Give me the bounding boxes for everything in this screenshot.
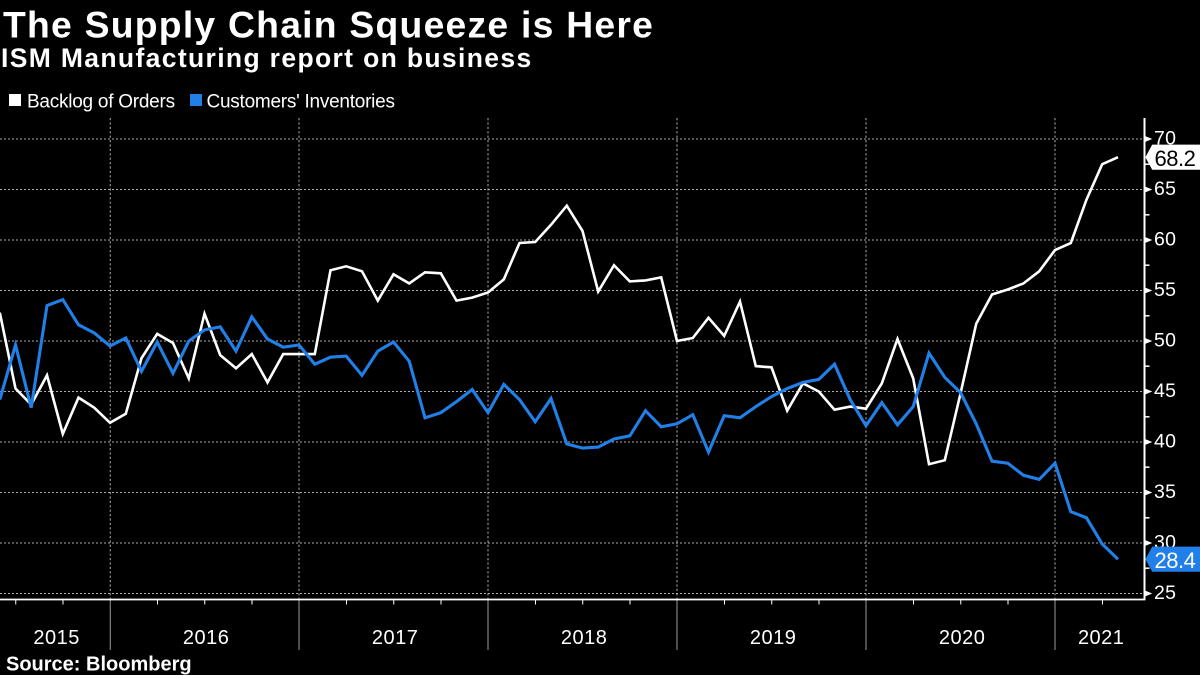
svg-text:The Supply Chain Squeeze is He: The Supply Chain Squeeze is Here — [3, 4, 654, 46]
svg-text:45: 45 — [1154, 380, 1176, 402]
svg-text:ISM Manufacturing report on bu: ISM Manufacturing report on business — [1, 43, 533, 73]
svg-text:65: 65 — [1154, 178, 1176, 200]
svg-text:35: 35 — [1154, 481, 1176, 503]
svg-text:2020: 2020 — [939, 627, 986, 649]
svg-text:Source: Bloomberg: Source: Bloomberg — [6, 654, 192, 675]
svg-text:Customers' Inventories: Customers' Inventories — [207, 92, 395, 113]
svg-text:40: 40 — [1154, 431, 1176, 453]
svg-text:2019: 2019 — [750, 627, 797, 649]
svg-text:2016: 2016 — [183, 627, 230, 649]
svg-text:28.4: 28.4 — [1155, 548, 1196, 573]
svg-text:2015: 2015 — [33, 627, 80, 649]
svg-text:2017: 2017 — [372, 627, 419, 649]
svg-text:68.2: 68.2 — [1155, 146, 1196, 171]
svg-text:70: 70 — [1154, 128, 1176, 150]
svg-text:60: 60 — [1154, 229, 1176, 251]
svg-text:2021: 2021 — [1078, 627, 1125, 649]
svg-text:Backlog of Orders: Backlog of Orders — [27, 92, 175, 113]
svg-text:2018: 2018 — [561, 627, 608, 649]
svg-text:25: 25 — [1154, 582, 1176, 604]
svg-text:55: 55 — [1154, 279, 1176, 301]
svg-text:50: 50 — [1154, 330, 1176, 352]
